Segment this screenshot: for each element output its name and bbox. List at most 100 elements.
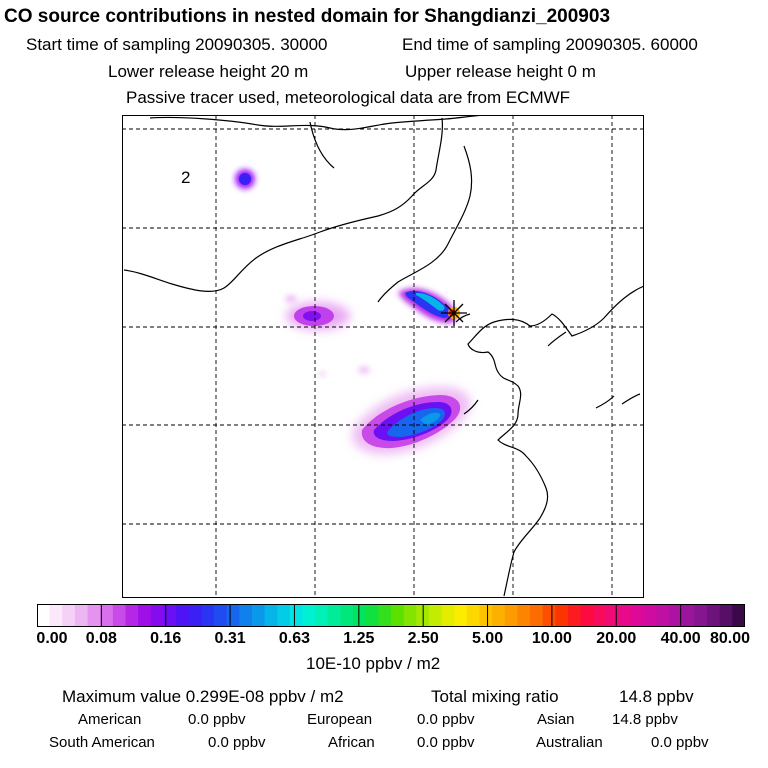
colorbar-cell (618, 604, 632, 627)
source-value: 0.0 ppbv (188, 711, 246, 728)
colorbar-cell (403, 604, 417, 627)
receptor-marker (441, 300, 467, 326)
colorbar-tick-label: 5.00 (471, 630, 504, 647)
colorbar-cell (49, 604, 63, 627)
total-mixing-ratio-label: Total mixing ratio (431, 687, 559, 706)
colorbar-units: 10E-10 ppbv / m2 (306, 654, 441, 673)
colorbar-cell (643, 604, 658, 627)
colorbar-cell (239, 604, 253, 627)
colorbar-tick-label: 0.16 (150, 630, 182, 647)
colorbar-cell (100, 604, 114, 627)
start-time-label: Start time of sampling 20090305. 30000 (26, 35, 328, 54)
plume-receptor (398, 288, 460, 323)
colorbar-cell (593, 604, 607, 627)
colorbar-tick-label: 80.00 (709, 630, 751, 647)
colorbar-cell (605, 604, 620, 627)
tracer-note: Passive tracer used, meteorological data… (126, 88, 571, 107)
map-gridlines (122, 115, 644, 598)
colorbar (37, 604, 745, 627)
colorbar-cell (340, 604, 354, 627)
maximum-value: Maximum value 0.299E-08 ppbv / m2 (62, 687, 344, 706)
colorbar-cell (466, 604, 481, 627)
source-value: 14.8 ppbv (612, 711, 678, 728)
colorbar-cell (188, 604, 202, 627)
colorbar-cell (568, 604, 582, 627)
colorbar-cell (289, 604, 304, 627)
lower-release-height-label: Lower release height 20 m (108, 62, 309, 81)
map-title: CO source contributions in nested domain… (4, 6, 611, 27)
colorbar-cell (176, 604, 190, 627)
source-value: 0.0 ppbv (417, 734, 475, 751)
colorbar-cell (214, 604, 228, 627)
colorbar-cell (669, 604, 683, 627)
colorbar-cell (150, 604, 165, 627)
colorbar-cell (542, 604, 556, 627)
plume-north (235, 169, 255, 189)
colorbar-cell (681, 604, 696, 627)
colorbar-cell (201, 604, 215, 627)
colorbar-cell (315, 604, 329, 627)
colorbar-cell (517, 604, 531, 627)
source-name: Asian (537, 711, 575, 728)
colorbar-cell (87, 604, 101, 627)
colorbar-tick-label: 2.50 (407, 630, 439, 647)
colorbar-cell (492, 604, 506, 627)
colorbar-cell (264, 604, 278, 627)
colorbar-tick-label: 0.00 (36, 630, 68, 647)
colorbar-cell (428, 604, 443, 627)
source-name: South American (49, 734, 155, 751)
colorbar-cell (302, 604, 316, 627)
colorbar-tick-label: 0.31 (214, 630, 246, 647)
colorbar-cell (656, 604, 670, 627)
colorbar-cell (37, 604, 51, 627)
colorbar-cell (391, 604, 405, 627)
colorbar-cell (163, 604, 177, 627)
colorbar-cell (441, 604, 455, 627)
source-name: Australian (536, 734, 603, 751)
end-time-label: End time of sampling 20090305. 60000 (402, 35, 698, 54)
colorbar-cell (504, 604, 519, 627)
upper-release-height-label: Upper release height 0 m (405, 62, 596, 81)
colorbar-cell (138, 604, 152, 627)
plume-west (285, 295, 350, 330)
source-name: African (328, 734, 375, 751)
colorbar-cell (226, 604, 240, 627)
colorbar-cell (353, 604, 367, 627)
colorbar-cell (631, 604, 645, 627)
colorbar-cell (251, 604, 266, 627)
colorbar-cell (277, 604, 291, 627)
colorbar-tick-label: 40.00 (660, 630, 701, 647)
source-value: 0.0 ppbv (208, 734, 266, 751)
colorbar-cell (707, 604, 721, 627)
colorbar-cell (365, 604, 379, 627)
colorbar-cell (125, 604, 139, 627)
colorbar-tick-label: 10.00 (531, 630, 572, 647)
colorbar-cell (62, 604, 76, 627)
colorbar-tick-label: 1.25 (343, 630, 375, 647)
colorbar-cell (378, 604, 392, 627)
colorbar-cell (327, 604, 342, 627)
colorbar-tick-label: 20.00 (596, 630, 637, 647)
source-name: American (78, 711, 142, 728)
colorbar-cell (555, 604, 569, 627)
colorbar-tick-label: 0.08 (85, 630, 117, 647)
total-mixing-ratio-value: 14.8 ppbv (619, 687, 694, 706)
colorbar-tick-label: 0.63 (278, 630, 311, 647)
source-value: 0.0 ppbv (417, 711, 475, 728)
colorbar-cell (719, 604, 733, 627)
colorbar-cell (74, 604, 89, 627)
colorbar-cell (479, 604, 493, 627)
colorbar-cell (530, 604, 544, 627)
plume-south (318, 366, 471, 455)
colorbar-cell (454, 604, 468, 627)
source-name: European (307, 711, 373, 728)
colorbar-cell (732, 604, 745, 627)
map-frame (122, 115, 644, 598)
colorbar-cell (694, 604, 708, 627)
colorbar-cell (580, 604, 594, 627)
source-value: 0.0 ppbv (651, 734, 709, 751)
coastlines (123, 115, 644, 597)
region-label: 2 (181, 168, 190, 187)
colorbar-cell (112, 604, 127, 627)
